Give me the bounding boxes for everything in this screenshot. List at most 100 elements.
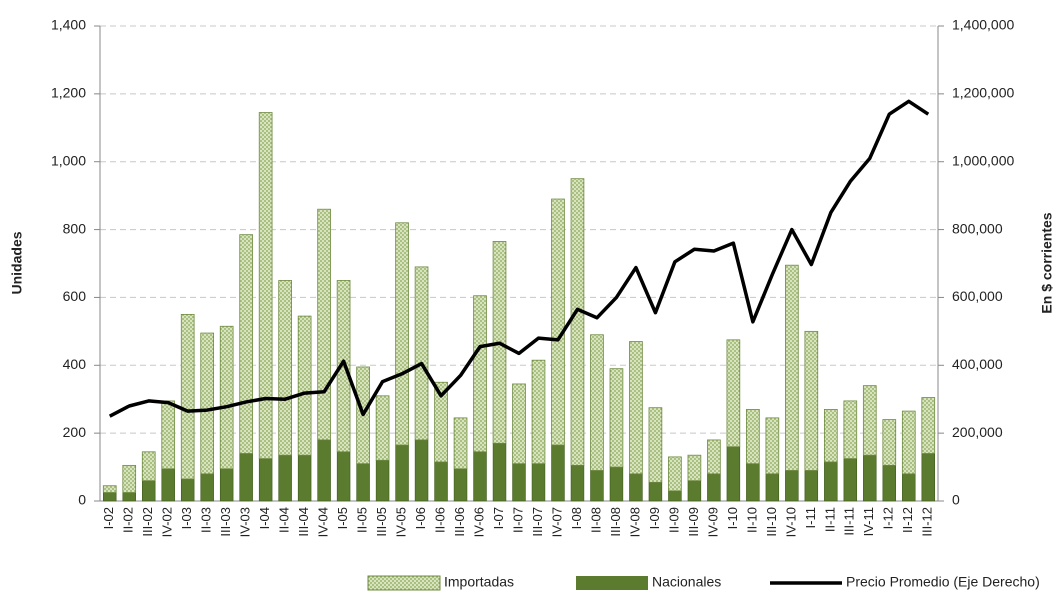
bar-nacionales	[219, 468, 234, 502]
x-tick-label: II-08	[588, 507, 603, 533]
bar-importadas	[804, 330, 819, 471]
y-tick-label: 1,400	[51, 17, 86, 33]
bar-importadas	[687, 454, 702, 482]
x-tick-label: III-10	[764, 507, 779, 537]
bar-importadas	[746, 408, 760, 465]
y-tick-label: 400	[63, 356, 87, 372]
bar-importadas	[843, 400, 858, 459]
x-tick-label: I-05	[335, 507, 350, 529]
bar-nacionales	[668, 490, 682, 502]
bar-importadas	[921, 397, 936, 454]
y-tick-label: 200	[63, 424, 87, 440]
bar-importadas	[823, 408, 838, 463]
bar-nacionales	[707, 473, 721, 502]
x-tick-label: III-12	[920, 507, 935, 537]
y-tick-label: 600	[63, 288, 87, 304]
bar-nacionales	[765, 473, 780, 502]
bar-importadas	[395, 222, 409, 446]
x-tick-label: III-06	[452, 507, 467, 537]
x-tick-label: III-07	[530, 507, 545, 537]
y-tick-label: 1,200	[51, 85, 86, 101]
bar-importadas	[317, 208, 331, 441]
y2-tick-label: 1,200,000	[952, 85, 1014, 101]
bar-nacionales	[882, 465, 897, 502]
bar-importadas	[648, 407, 663, 483]
bar-nacionales	[843, 458, 858, 502]
x-tick-label: III-09	[686, 507, 701, 537]
x-tick-label: IV-10	[783, 507, 798, 537]
bar-importadas	[629, 341, 643, 475]
y2-tick-label: 1,400,000	[952, 17, 1014, 33]
bar-importadas	[531, 359, 546, 465]
bar-nacionales	[200, 473, 214, 502]
bar-nacionales	[375, 459, 390, 502]
bar-importadas	[375, 395, 390, 461]
bar-nacionales	[317, 439, 331, 502]
bar-nacionales	[492, 443, 507, 502]
x-tick-label: IV-03	[238, 507, 253, 537]
bar-nacionales	[551, 444, 565, 502]
bar-nacionales	[531, 463, 546, 502]
legend-label: Importadas	[444, 574, 514, 590]
x-tick-label: IV-02	[160, 507, 175, 537]
x-tick-label: III-02	[140, 507, 155, 537]
bar-nacionales	[921, 453, 935, 502]
bar-nacionales	[512, 463, 526, 502]
bar-importadas	[102, 485, 117, 493]
x-tick-label: III-11	[842, 507, 857, 536]
y-axis-title: Unidades	[9, 231, 25, 294]
x-tick-label: II-06	[432, 507, 447, 533]
bar-nacionales	[746, 463, 760, 502]
bar-nacionales	[278, 454, 292, 502]
x-tick-label: III-03	[218, 507, 233, 537]
bar-nacionales	[687, 480, 702, 502]
x-tick-label: IV-05	[394, 507, 409, 537]
bar-importadas	[473, 295, 487, 453]
bar-nacionales	[395, 444, 409, 502]
y-tick-label: 800	[63, 220, 87, 236]
legend-label: Precio Promedio (Eje Derecho)	[846, 574, 1040, 590]
bar-importadas	[239, 234, 253, 454]
x-tick-label: I-06	[413, 507, 428, 529]
x-tick-label: I-09	[647, 507, 662, 529]
x-tick-label: II-11	[822, 507, 837, 532]
y2-tick-label: 1,000,000	[952, 152, 1014, 168]
bar-nacionales	[103, 492, 117, 502]
x-tick-label: II-09	[666, 507, 681, 533]
bar-importadas	[434, 381, 448, 463]
bar-importadas	[901, 410, 916, 475]
x-tick-label: I-08	[569, 507, 584, 529]
bar-nacionales	[902, 473, 916, 502]
bar-nacionales	[629, 473, 643, 502]
bar-nacionales	[414, 439, 429, 502]
bar-nacionales	[863, 454, 877, 502]
x-tick-label: I-02	[101, 507, 116, 529]
x-tick-label: I-10	[725, 507, 740, 529]
x-tick-label: III-08	[608, 507, 623, 537]
bar-nacionales	[824, 461, 838, 502]
x-tick-label: IV-11	[861, 507, 876, 536]
price-line	[108, 99, 930, 418]
x-tick-label: I-11	[803, 507, 818, 528]
x-tick-label: IV-08	[627, 507, 642, 537]
bar-importadas	[122, 464, 137, 493]
legend-label: Nacionales	[652, 574, 721, 590]
bar-importadas	[161, 400, 176, 470]
bar-nacionales	[141, 480, 156, 502]
bar-importadas	[180, 313, 195, 480]
x-tick-label: III-04	[296, 507, 311, 537]
bar-nacionales	[726, 446, 741, 502]
bar-importadas	[668, 456, 682, 492]
bar-importadas	[278, 280, 292, 456]
bar-importadas	[297, 315, 312, 456]
bar-importadas	[765, 417, 780, 475]
x-tick-label: II-05	[355, 507, 370, 533]
x-tick-label: I-07	[491, 507, 506, 529]
x-tick-label: II-07	[510, 507, 525, 533]
bar-importadas	[141, 451, 156, 482]
bar-nacionales	[336, 451, 351, 502]
bar-nacionales	[785, 470, 799, 502]
bar-importadas	[609, 368, 624, 468]
x-tick-label: IV-07	[549, 507, 564, 537]
